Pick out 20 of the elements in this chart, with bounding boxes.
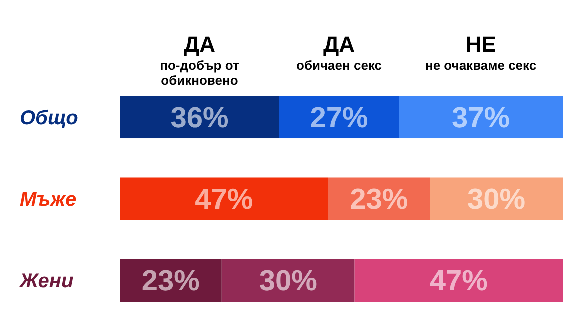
data-label: 30% bbox=[468, 184, 526, 216]
data-label: 27% bbox=[310, 102, 369, 134]
data-label: 36% bbox=[170, 102, 229, 134]
data-label: 23% bbox=[350, 184, 408, 216]
bar bbox=[354, 259, 563, 302]
data-label: 23% bbox=[142, 266, 200, 298]
bar bbox=[120, 178, 328, 220]
data-label: 30% bbox=[259, 266, 318, 298]
data-label: 37% bbox=[452, 102, 510, 134]
y-tick-label: Мъже bbox=[20, 189, 77, 211]
series-label: НЕ не очакваме секс bbox=[425, 32, 537, 73]
data-label: 47% bbox=[195, 184, 254, 216]
bar bbox=[399, 96, 563, 139]
data-label: 47% bbox=[430, 266, 488, 298]
series-label: ДА обичаен секс bbox=[296, 32, 382, 73]
series-label: ДА по-добър от обикновено bbox=[160, 32, 240, 88]
bar bbox=[430, 178, 563, 220]
y-tick-label: Жени bbox=[19, 270, 74, 293]
y-tick-label: Общо bbox=[20, 107, 78, 130]
bar bbox=[120, 96, 280, 139]
